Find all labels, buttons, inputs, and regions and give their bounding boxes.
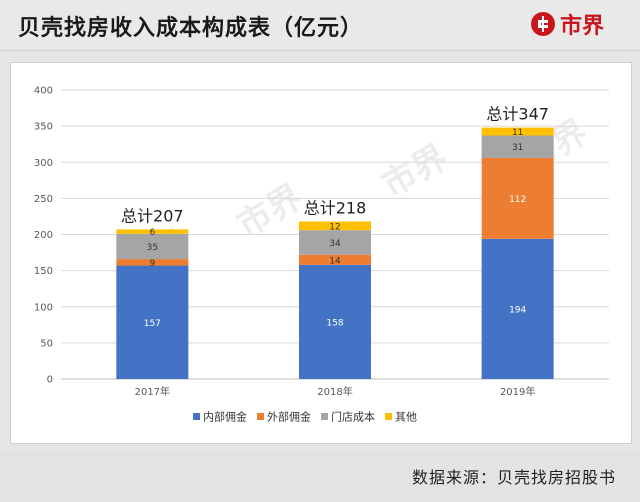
bar-2-0 xyxy=(481,238,554,379)
data-label-0-0: 157 xyxy=(144,319,161,329)
brand-logo: 市界 xyxy=(530,8,604,40)
data-label-0-3: 6 xyxy=(149,228,155,238)
brand-logo-text: 市界 xyxy=(559,14,604,39)
legend-label-3: 其他 xyxy=(395,411,417,424)
bar-1-3 xyxy=(299,221,371,231)
data-label-2-1: 112 xyxy=(509,195,526,205)
x-tick-0: 2017年 xyxy=(135,385,170,398)
bar-2-2 xyxy=(481,135,554,158)
total-label-2: 总计347 xyxy=(486,105,549,124)
legend-swatch-1 xyxy=(257,413,264,420)
data-label-1-0: 158 xyxy=(326,318,343,328)
y-tick-200: 200 xyxy=(34,230,53,241)
stacked-bar-chart: 市界市界市界市界0501001502002503003504001579356总… xyxy=(34,86,609,424)
legend-swatch-3 xyxy=(385,413,392,420)
brand-logo-icon xyxy=(530,12,555,36)
y-tick-100: 100 xyxy=(34,302,53,313)
chart-card: 市界市界市界市界0501001502002503003504001579356总… xyxy=(10,62,632,444)
header-bar: 贝壳找房收入成本构成表（亿元） 市界 xyxy=(0,0,640,51)
legend-swatch-0 xyxy=(193,413,200,420)
bar-0-3 xyxy=(116,229,189,234)
data-label-2-2: 31 xyxy=(512,143,523,153)
bar-0-0 xyxy=(116,265,189,379)
total-label-1: 总计218 xyxy=(304,198,367,217)
data-label-0-1: 9 xyxy=(149,259,155,269)
bar-2-1 xyxy=(481,157,554,239)
bar-1-0 xyxy=(299,264,371,379)
total-label-0: 总计207 xyxy=(121,206,184,225)
bar-0-1 xyxy=(116,259,189,266)
data-label-1-1: 14 xyxy=(329,256,341,266)
bar-0-2 xyxy=(116,233,189,260)
watermark-text-2: 市界 xyxy=(376,137,455,206)
legend-label-2: 门店成本 xyxy=(331,410,375,424)
bar-1-2 xyxy=(299,230,371,255)
legend-swatch-2 xyxy=(321,413,328,420)
data-label-1-2: 34 xyxy=(329,239,341,249)
y-tick-300: 300 xyxy=(34,158,53,169)
data-label-2-3: 11 xyxy=(512,128,523,138)
data-label-0-2: 35 xyxy=(147,243,158,253)
y-tick-350: 350 xyxy=(34,122,53,133)
legend-label-0: 内部佣金 xyxy=(203,410,247,424)
x-tick-2: 2019年 xyxy=(500,385,535,398)
legend-label-1: 外部佣金 xyxy=(267,410,311,424)
y-tick-0: 0 xyxy=(47,375,53,386)
y-tick-400: 400 xyxy=(34,86,53,97)
data-label-2-0: 194 xyxy=(509,305,526,315)
y-tick-150: 150 xyxy=(34,266,53,277)
y-tick-250: 250 xyxy=(34,194,53,205)
y-tick-50: 50 xyxy=(40,338,53,349)
footer-bar: 数据来源：贝壳找房招股书 xyxy=(0,452,640,502)
data-label-1-3: 12 xyxy=(329,222,340,232)
bar-1-1 xyxy=(299,254,371,265)
watermark-text-1: 市界 xyxy=(231,177,310,246)
page-title: 贝壳找房收入成本构成表（亿元） xyxy=(18,16,364,41)
data-source: 数据来源：贝壳找房招股书 xyxy=(411,468,616,487)
bar-2-3 xyxy=(481,127,554,136)
x-tick-1: 2018年 xyxy=(317,385,352,398)
